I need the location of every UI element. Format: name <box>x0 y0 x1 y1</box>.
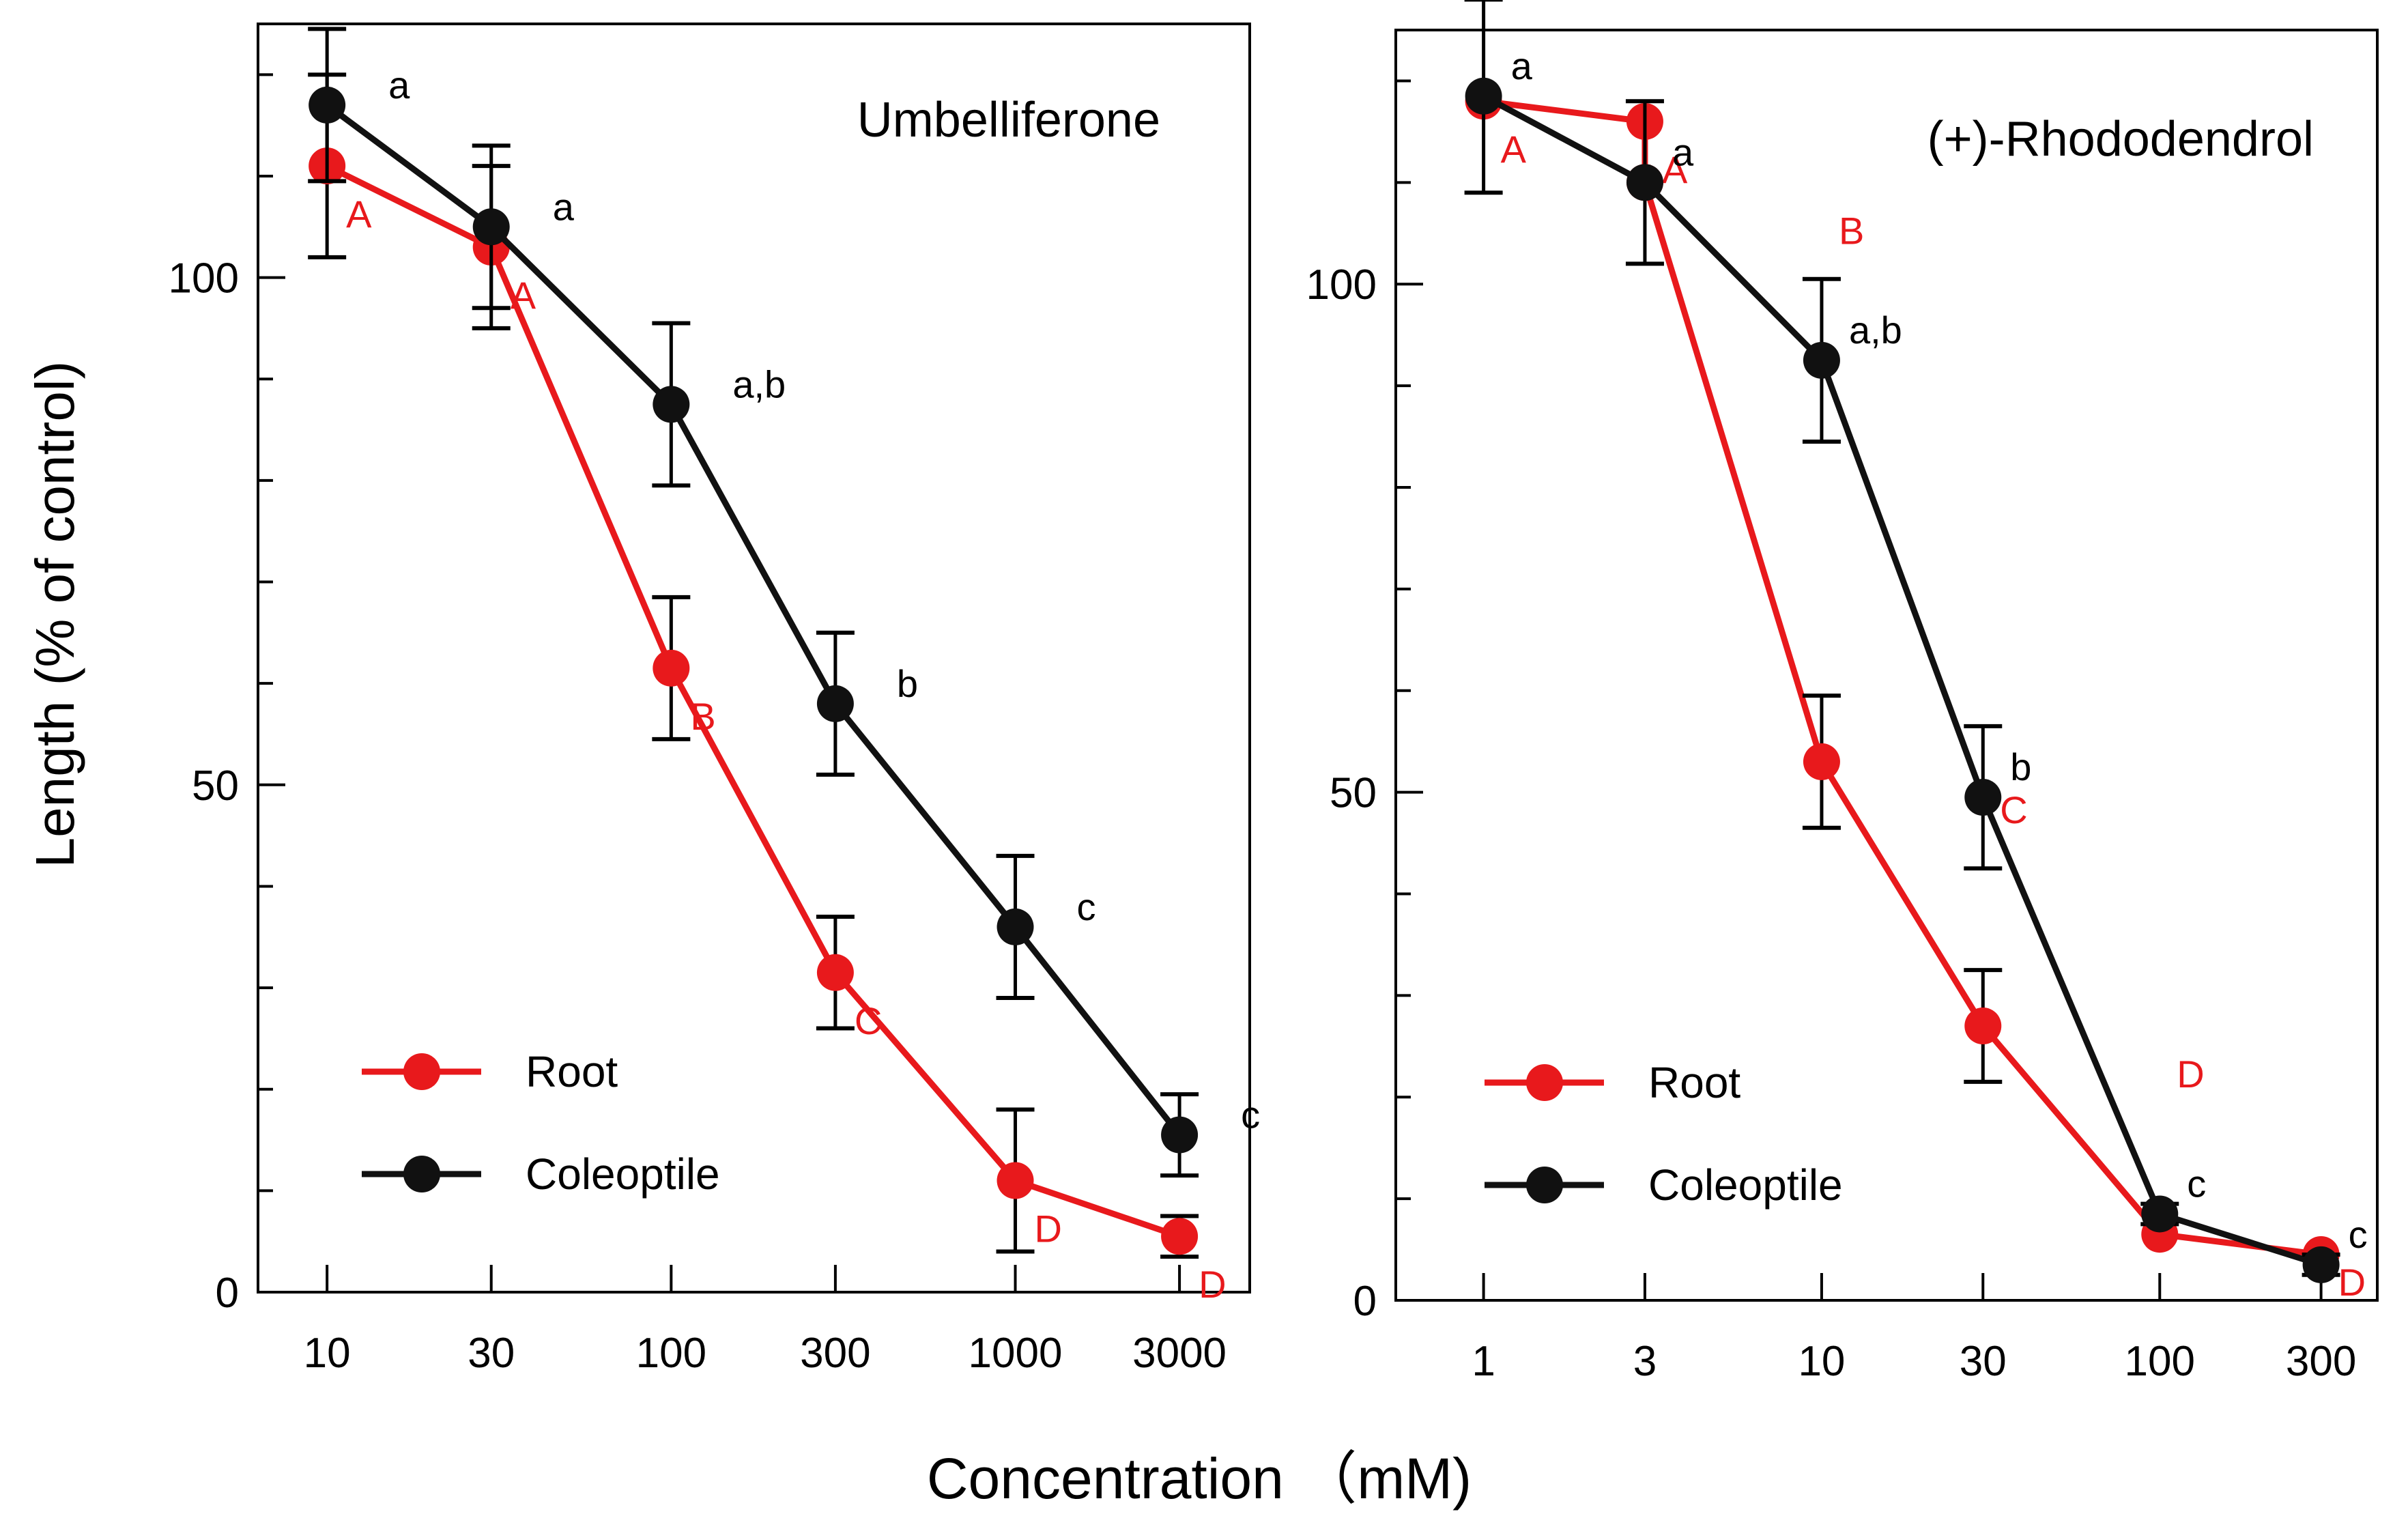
x-tick-label: 30 <box>1960 1338 2007 1385</box>
x-tick-label: 1 <box>1472 1338 1495 1385</box>
significance-letter: C <box>855 999 882 1042</box>
data-point <box>1964 779 2002 816</box>
y-tick-label: 50 <box>1330 770 1377 817</box>
x-tick-label: 3000 <box>1132 1330 1227 1377</box>
y-tick-label: 100 <box>1306 261 1377 309</box>
y-tick-label: 50 <box>192 762 239 810</box>
significance-letter: a <box>553 185 575 228</box>
data-point <box>1626 164 1663 201</box>
x-tick-label: 3 <box>1633 1338 1657 1385</box>
legend-label: Coleoptile <box>1648 1160 1843 1210</box>
panel-title: (+)-Rhododendrol <box>1927 112 2314 167</box>
legend-marker <box>403 1156 440 1192</box>
legend-label: Root <box>1648 1058 1740 1107</box>
series-line <box>325 102 1182 1137</box>
significance-letter: c <box>1077 885 1096 928</box>
significance-letter: a <box>1511 44 1533 87</box>
data-point <box>2302 1246 2340 1283</box>
data-point <box>1803 743 1840 780</box>
x-tick-label: 300 <box>800 1330 870 1377</box>
x-tick-label: 10 <box>304 1330 351 1377</box>
significance-letter: D <box>1199 1263 1226 1306</box>
significance-letter: A <box>1501 128 1527 171</box>
legend-marker <box>403 1053 440 1090</box>
significance-letter: A <box>346 192 372 235</box>
x-tick-label: 100 <box>636 1330 706 1377</box>
data-point <box>653 386 690 423</box>
data-point <box>1964 1008 2002 1045</box>
data-point <box>997 908 1034 945</box>
series-coleoptile: a a a,b b c c <box>308 27 1260 1178</box>
y-tick-label: 100 <box>169 255 239 302</box>
x-tick-label: 300 <box>2286 1338 2356 1385</box>
significance-letter: a,b <box>732 362 786 405</box>
significance-letter: A <box>1662 148 1688 191</box>
significance-letter: B <box>690 695 715 738</box>
significance-letter: c <box>2349 1213 2368 1256</box>
data-point <box>1465 77 1502 115</box>
legend-label: Root <box>526 1047 618 1096</box>
significance-letter: b <box>897 662 918 705</box>
significance-letter: D <box>1035 1207 1062 1250</box>
panel-title: Umbelliferone <box>857 93 1160 147</box>
data-point <box>2141 1195 2179 1233</box>
legend-label: Coleoptile <box>526 1149 720 1199</box>
data-point <box>997 1162 1034 1199</box>
plot-frame <box>1394 29 2379 1302</box>
significance-letter: A <box>511 274 536 317</box>
panel-rhododendrol: 0 50 100 1 3 10 30 100 300 (+)-Rhododendrol A A B C D D… <box>1306 0 2379 1385</box>
legend-marker <box>1526 1064 1563 1101</box>
significance-letter: B <box>1839 209 1864 252</box>
x-axis-label: Concentration （mM) <box>927 1446 1472 1511</box>
significance-letter: a <box>388 63 410 106</box>
significance-letter: a <box>1672 130 1694 173</box>
significance-letter: b <box>2010 745 2031 788</box>
y-tick-label: 0 <box>1353 1278 1377 1325</box>
significance-letter: D <box>2338 1261 2366 1304</box>
significance-letter: a,b <box>1849 309 1902 352</box>
significance-letter: c <box>2187 1162 2206 1205</box>
significance-letter: c <box>1241 1094 1260 1137</box>
series-coleoptile: a a a,b b c c <box>1464 0 2368 1283</box>
data-point <box>1803 341 1840 379</box>
data-point <box>1161 1116 1199 1154</box>
x-tick-label: 100 <box>2125 1338 2195 1385</box>
plot-frame <box>257 23 1251 1294</box>
significance-letter: D <box>2177 1053 2204 1096</box>
x-tick-label: 1000 <box>969 1330 1063 1377</box>
y-axis-label: Length (% of control) <box>25 361 85 868</box>
x-tick-label: 10 <box>1798 1338 1845 1385</box>
series-line <box>1482 93 2322 1268</box>
significance-letter: C <box>2000 788 2027 831</box>
series-line <box>326 163 1181 1240</box>
panel-umbelliferone: 0 50 100 10 30 100 300 1000 3000 Umbelliferone A A B… <box>169 23 1260 1377</box>
x-tick-label: 30 <box>468 1330 515 1377</box>
legend-marker <box>1526 1167 1563 1203</box>
data-point <box>816 685 854 722</box>
data-point <box>816 954 854 991</box>
data-point <box>653 649 690 687</box>
data-point <box>309 86 346 124</box>
data-point <box>1161 1218 1199 1255</box>
y-tick-label: 0 <box>216 1270 239 1317</box>
data-point <box>472 208 510 246</box>
